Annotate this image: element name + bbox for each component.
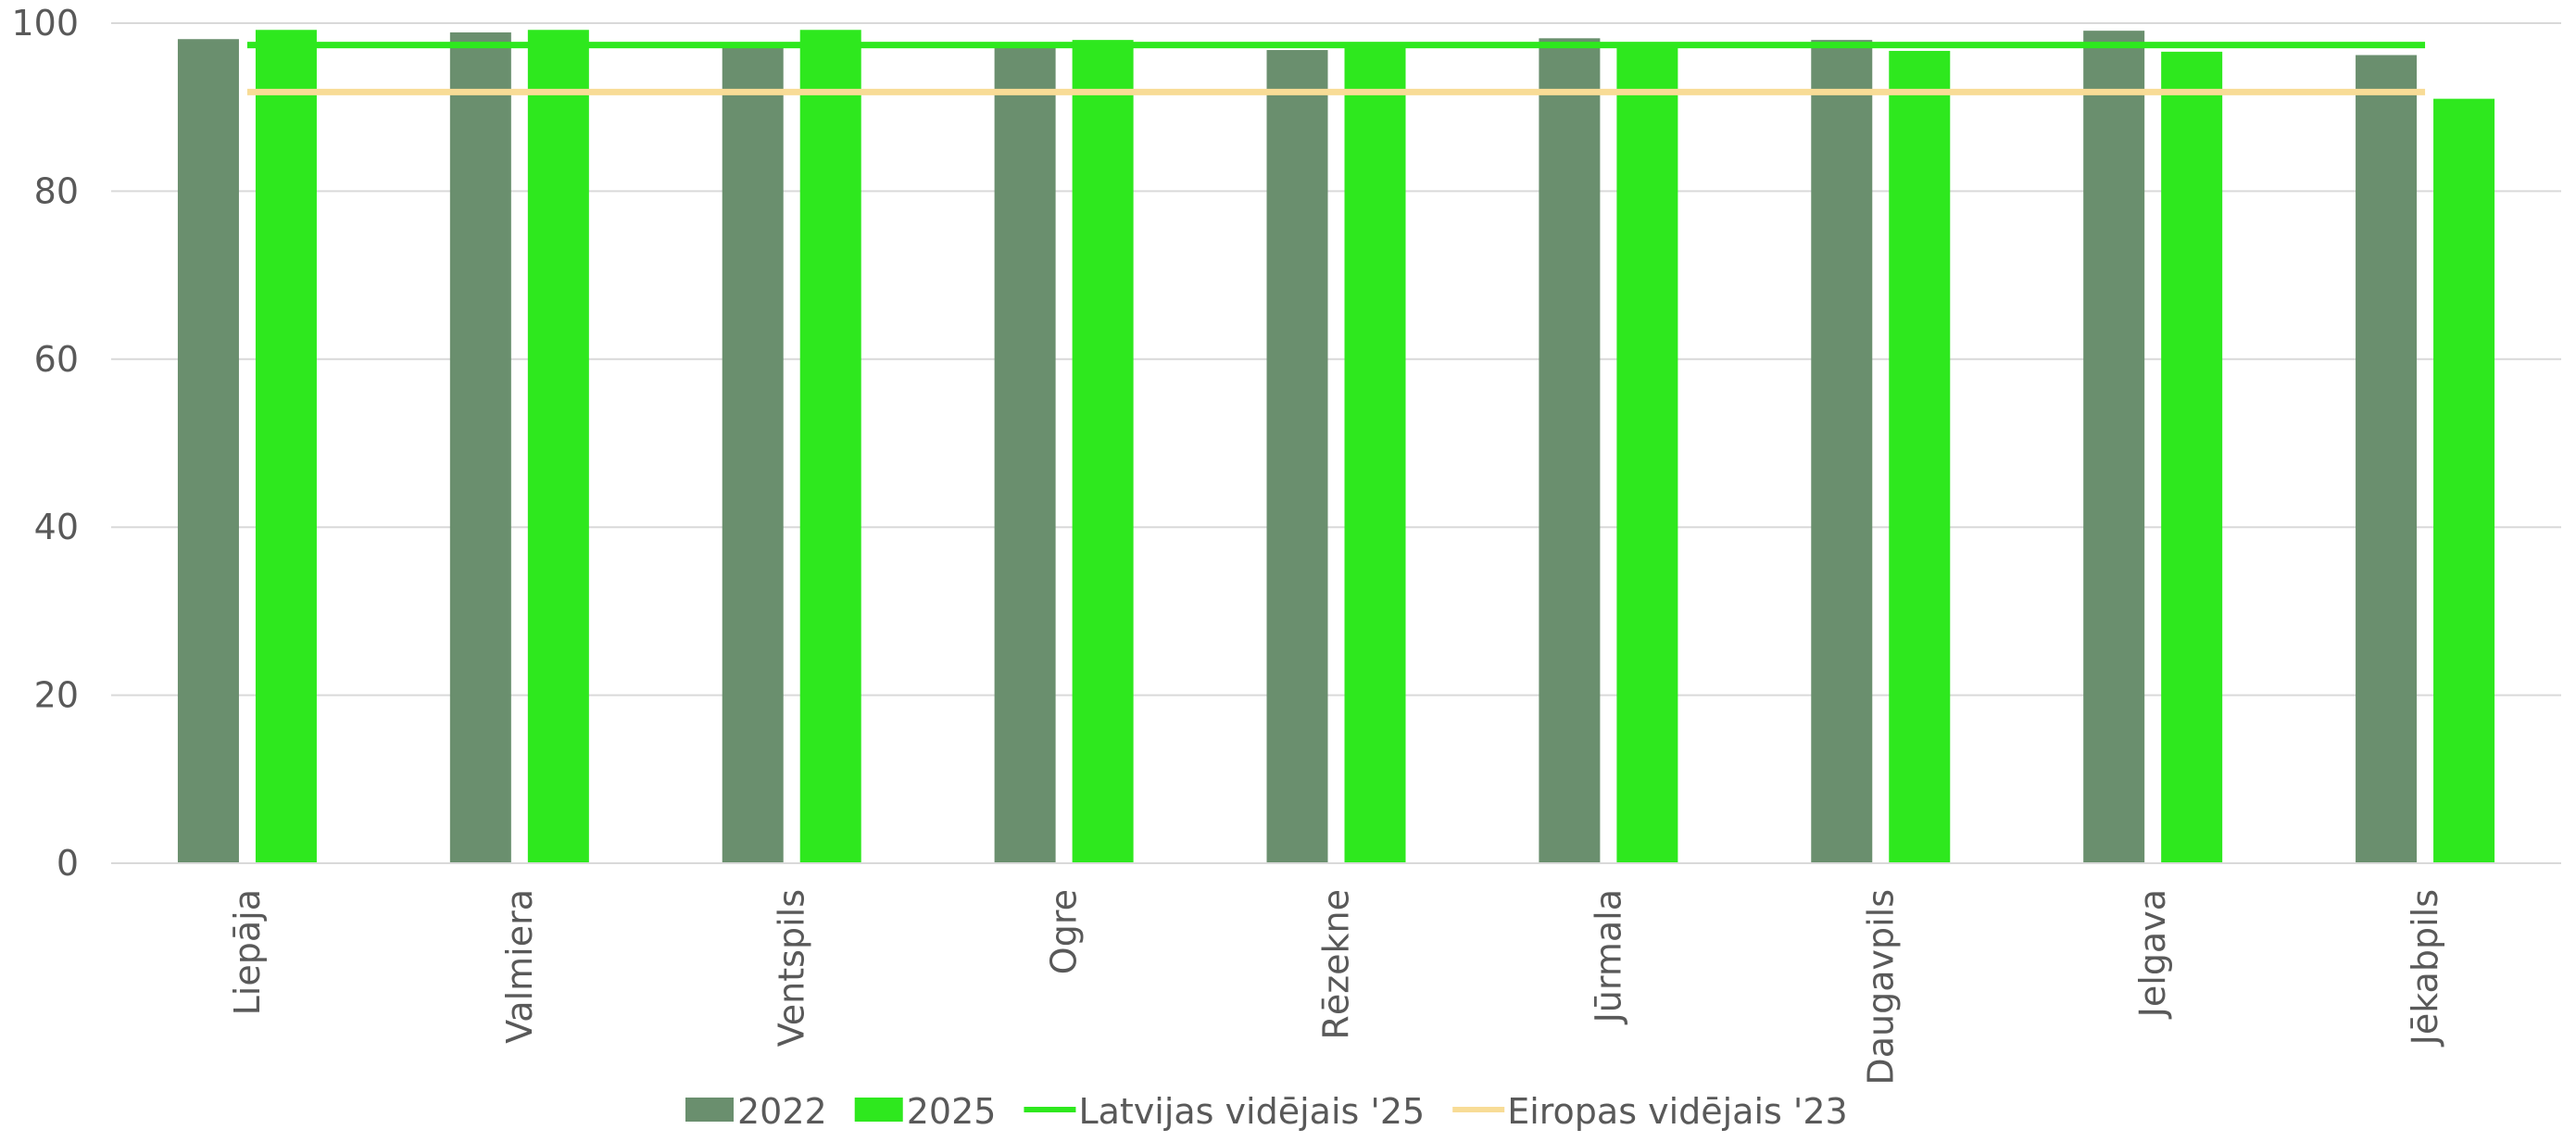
x-axis: Liepāja Valmiera Ventspils Ogre Rēzekne Jūrma…	[111, 863, 2561, 1086]
bar-2022-0	[178, 39, 239, 863]
x-tick-label: Jūrmala	[1588, 889, 1628, 1024]
bar-2025-2	[800, 30, 861, 863]
legend-label: Eiropas vidējais '23	[1507, 1091, 1848, 1132]
x-tick-label: Jēkabpils	[2405, 889, 2445, 1047]
x-tick-label: Rēzekne	[1316, 889, 1357, 1040]
y-axis: 0 20 40 60 80 100	[11, 3, 79, 884]
bar-2022-6	[1811, 40, 1872, 863]
bar-2022-3	[995, 46, 1056, 863]
legend-label: 2022	[737, 1091, 827, 1132]
x-tick-label: Ventspils	[772, 889, 812, 1047]
bar-2022-7	[2083, 31, 2144, 863]
bar-2025-1	[528, 30, 589, 863]
bar-2022-8	[2356, 55, 2417, 863]
y-tick-label: 40	[34, 507, 79, 547]
legend-item: Latvijas vidējais '25	[1024, 1091, 1425, 1132]
x-tick-label: Daugavpils	[1860, 889, 1901, 1086]
bar-2022-1	[450, 32, 511, 863]
legend-item: 2022	[685, 1091, 827, 1132]
y-tick-label: 60	[34, 339, 79, 380]
x-tick-label: Liepāja	[227, 889, 268, 1015]
bar-2025-0	[256, 30, 317, 863]
legend-item: Eiropas vidējais '23	[1452, 1091, 1848, 1132]
legend-label: 2025	[907, 1091, 997, 1132]
x-tick-label: Jelgava	[2132, 889, 2173, 1019]
legend-swatch	[855, 1098, 903, 1122]
bar-2022-2	[723, 45, 784, 863]
bar-2025-3	[1073, 40, 1134, 863]
bar-2022-5	[1539, 38, 1600, 863]
legend: 2022 2025 Latvijas vidējais '25 Eiropas vid…	[685, 1091, 1848, 1132]
bar-2025-5	[1616, 44, 1678, 863]
bar-2025-4	[1345, 44, 1406, 863]
legend-item: 2025	[855, 1091, 997, 1132]
bar-2022-4	[1267, 50, 1328, 863]
y-tick-label: 20	[34, 675, 79, 716]
legend-label: Latvijas vidējais '25	[1078, 1091, 1425, 1132]
x-tick-label: Ogre	[1044, 889, 1085, 974]
legend-swatch	[685, 1098, 734, 1122]
bar-2025-8	[2433, 99, 2494, 863]
y-tick-label: 80	[34, 170, 79, 211]
y-tick-label: 100	[11, 3, 79, 44]
bar-2025-7	[2161, 52, 2222, 863]
x-tick-label: Valmiera	[499, 889, 540, 1044]
bars	[178, 30, 2494, 863]
y-tick-label: 0	[57, 843, 79, 884]
bar-2025-6	[1889, 51, 1950, 863]
